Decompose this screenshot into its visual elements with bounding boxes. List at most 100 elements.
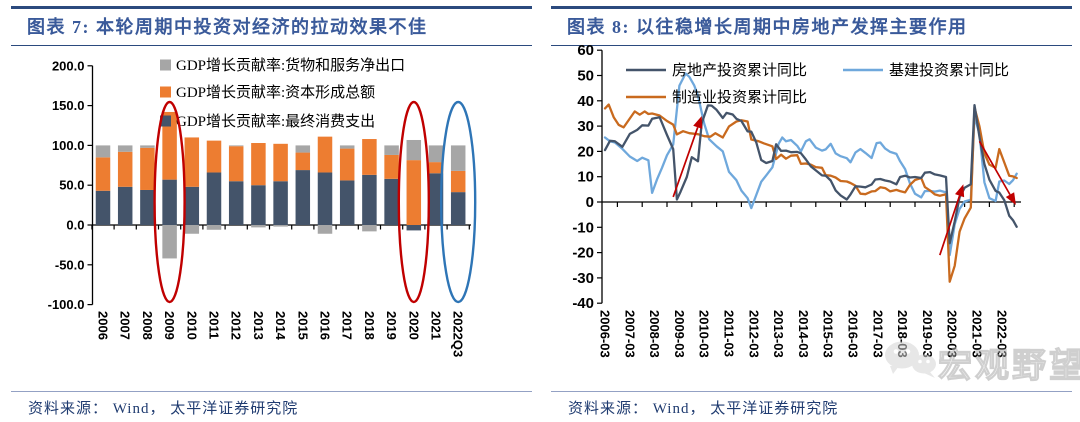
legend-swatch-capital — [160, 86, 171, 98]
x-tick-label: 2019 — [384, 311, 399, 340]
highlight-ellipse-2020 — [397, 100, 430, 304]
panel-top-rule — [11, 6, 532, 9]
bar-segment-capital — [384, 154, 399, 179]
wechat-bubble-small-tail — [924, 372, 935, 378]
series-line-infrastructure — [603, 72, 1018, 257]
figure-7-source: 资料来源： Wind， 太平洋证券研究院 — [28, 401, 299, 417]
x-tick-label: 2019-03 — [920, 310, 935, 358]
legend-label: 制造业投资累计同比 — [672, 89, 807, 106]
wechat-eye — [918, 359, 922, 364]
series-lines — [603, 72, 1018, 283]
highlight-ellipse-2009 — [153, 100, 186, 304]
bar-segment-net_export — [251, 225, 266, 228]
x-tick-label: 2009-03 — [672, 310, 687, 358]
x-tick-label: 2020-03 — [945, 310, 960, 358]
x-tick-label: 2015 — [295, 311, 310, 340]
wechat-bubble-large — [885, 341, 919, 369]
x-tick-label: 2022Q3 — [451, 311, 466, 357]
x-tick-label: 2011 — [207, 311, 222, 339]
gdp-contribution-bar-chart: 200.0 150.0 100.0 50.0 0.0 -50.0 -100.0 2006 200… — [0, 45, 540, 390]
bar-segment-capital — [450, 170, 466, 193]
legend-label: GDP增长贡献率:货物和服务净出口 — [176, 57, 405, 74]
legend: GDP增长贡献率:货物和服务净出口 GDP增长贡献率:资本形成总额 GDP增长贡献率… — [160, 57, 405, 130]
bar-segment-capital — [273, 143, 288, 182]
y-tick-label: -40 — [572, 295, 594, 312]
wechat-eye — [926, 359, 930, 364]
y-tick-label: 150.0 — [52, 98, 85, 113]
trend-arrowhead — [955, 184, 965, 198]
y-tick-label: 50 — [577, 68, 594, 85]
bar-segment-net_export — [339, 145, 355, 149]
y-tick-label: -50.0 — [55, 257, 85, 272]
bar-segment-net_export — [317, 225, 333, 234]
bar-segment-capital — [95, 157, 111, 191]
bar-segment-capital — [206, 140, 222, 173]
wechat-bubble-small — [912, 354, 936, 374]
wechat-bubble-large-tail — [890, 366, 899, 374]
highlight-ellipses — [153, 100, 477, 304]
bar-segment-consumption — [273, 181, 288, 225]
bar-segment-net_export — [162, 225, 177, 259]
x-tick-label: 2006-03 — [598, 310, 613, 358]
y-axis: 60 50 40 30 20 10 0 -10 -20 -30 -40 — [572, 42, 603, 312]
legend-label: GDP增长贡献率:最终消费支出 — [176, 113, 375, 130]
bar-segment-net_export — [362, 225, 377, 232]
bar-segment-capital — [339, 148, 355, 181]
y-tick-label: 60 — [577, 45, 594, 59]
bar-segment-net_export — [384, 145, 399, 155]
footer-rule — [11, 391, 532, 392]
bar-segment-capital — [428, 162, 444, 174]
bar-segment-net_export — [228, 145, 244, 147]
x-tick-label: 2010-03 — [697, 310, 712, 358]
bar-segment-consumption — [362, 174, 377, 225]
bar-segment-net_export — [273, 225, 288, 227]
trend-arrowhead — [693, 115, 703, 129]
x-tick-label: 2022-03 — [994, 310, 1009, 358]
title-underline — [551, 45, 1072, 46]
bar-segment-capital — [251, 143, 266, 186]
bar-segment-consumption — [317, 172, 333, 225]
x-tick-label: 2010 — [184, 311, 199, 340]
x-tick-label: 2013-03 — [771, 310, 786, 358]
figure-7-title: 图表 7: 本轮周期中投资对经济的拉动效果不佳 — [27, 17, 428, 37]
title-underline — [11, 45, 532, 46]
legend-swatch-consumption — [160, 115, 171, 127]
bar-segment-capital — [117, 151, 133, 187]
x-tick-label: 2011-03 — [722, 310, 737, 357]
investment-yoy-line-chart: 60 50 40 30 20 10 0 -10 -20 -30 -40 2006-03 2007-03 2… — [540, 42, 1080, 390]
trend-arrow-line — [978, 140, 1011, 196]
x-tick-label: 2014-03 — [796, 310, 811, 358]
y-tick-label: 10 — [577, 169, 594, 186]
bar-segment-consumption — [206, 172, 222, 225]
x-tick-label: 2007 — [118, 311, 133, 340]
bar-segment-net_export — [206, 225, 222, 230]
footer-rule — [551, 391, 1072, 392]
bar-segment-net_export — [95, 145, 111, 158]
bar-segment-consumption — [228, 181, 244, 225]
x-axis — [602, 201, 1021, 207]
legend-label: 房地产投资累计同比 — [672, 62, 807, 79]
x-tick-label: 2014 — [273, 311, 288, 341]
watermark-text: 宏观野望 — [938, 346, 1080, 385]
series-line-manufacturing — [603, 103, 1018, 283]
y-tick-label: 0 — [586, 194, 594, 211]
bar-segment-capital — [362, 139, 377, 175]
y-tick-label: 0.0 — [66, 218, 84, 233]
y-tick-label: 200.0 — [52, 58, 85, 73]
figure-8-title: 图表 8: 以往稳增长周期中房地产发挥主要作用 — [567, 17, 968, 37]
figure-8-source: 资料来源： Wind， 太平洋证券研究院 — [568, 401, 839, 417]
x-tick-label: 2021 — [429, 311, 444, 340]
x-tick-label: 2020 — [406, 311, 421, 340]
bar-segment-net_export — [184, 225, 200, 234]
x-tick-label: 2016 — [318, 311, 333, 340]
y-axis: 200.0 150.0 100.0 50.0 0.0 -50.0 -100.0 — [48, 58, 94, 312]
x-tick-label: 2008-03 — [647, 310, 662, 358]
series-line-realestate — [603, 103, 1018, 245]
x-tick-label: 2021-03 — [970, 310, 985, 358]
legend-swatch-net_export — [160, 59, 171, 71]
bar-segment-capital — [317, 136, 333, 173]
x-tick-label: 2012 — [229, 311, 244, 340]
